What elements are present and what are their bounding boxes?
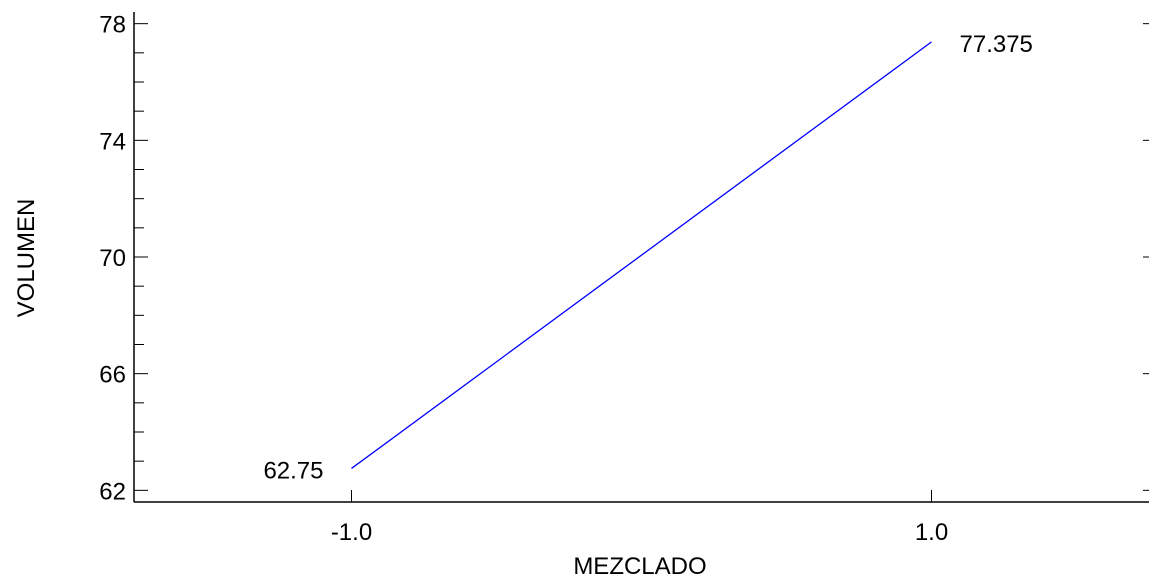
y-tick-label: 66 bbox=[99, 362, 126, 389]
data-label: 62.75 bbox=[263, 457, 323, 484]
plot-frame bbox=[133, 12, 1149, 503]
y-axis-title: VOLUMEN bbox=[13, 199, 40, 318]
x-axis: -1.0 1.0 bbox=[331, 490, 948, 546]
y-tick-label: 78 bbox=[99, 12, 126, 39]
x-tick-label: 1.0 bbox=[915, 519, 948, 546]
x-tick-label: -1.0 bbox=[331, 519, 372, 546]
data-labels: 62.75 77.375 bbox=[263, 31, 1032, 485]
series-layer bbox=[351, 41, 932, 469]
y-tick-label: 62 bbox=[99, 478, 126, 505]
x-axis-title: MEZCLADO bbox=[573, 553, 706, 580]
y-tick-label: 70 bbox=[99, 245, 126, 272]
y-tick-label: 74 bbox=[99, 128, 126, 155]
y-axis: 62 66 70 74 78 bbox=[99, 12, 1149, 505]
series-line bbox=[351, 41, 932, 469]
data-label: 77.375 bbox=[960, 31, 1033, 58]
